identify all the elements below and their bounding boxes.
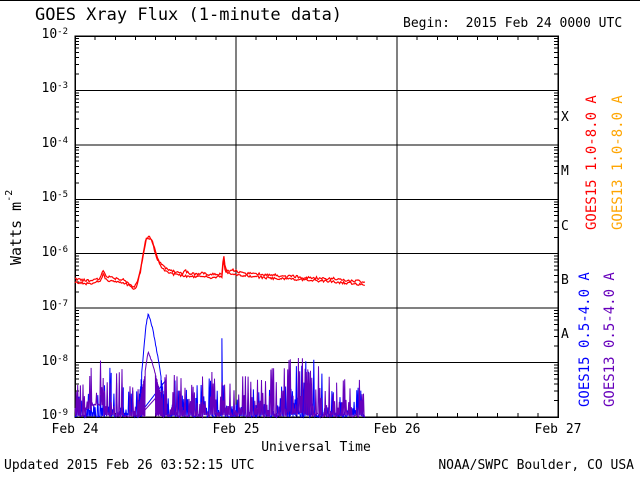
y-tick-label: 10-3 [41,81,69,97]
y-tick-label: 10-2 [41,27,69,42]
legend-item-goes15-0-5-4-0-a: GOES15 0.5-4.0 A [577,272,593,408]
top-border-line [0,0,640,1]
x-axis-title: Universal Time [261,440,371,455]
source-credit: NOAA/SWPC Boulder, CO USA [438,458,634,473]
legend-item-goes13-1-0-8-0-a: GOES13 1.0-8.0 A [610,95,626,231]
plot-frame [74,35,559,418]
chart-title: GOES Xray Flux (1-minute data) [35,5,343,25]
flare-class-letter-b: B [561,272,569,288]
x-tick-label: Feb 26 [373,422,421,437]
x-tick-label: Feb 27 [534,422,582,437]
legend-item-goes15-1-0-8-0-a: GOES15 1.0-8.0 A [584,95,600,231]
x-tick-label: Feb 25 [212,422,260,437]
flare-class-letter-m: M [561,164,569,180]
y-tick-label: 10-5 [41,190,69,206]
begin-timestamp: Begin: 2015 Feb 24 0000 UTC [403,16,623,31]
y-tick-label: 10-8 [41,353,69,369]
legend-item-goes13-0-5-4-0-a: GOES13 0.5-4.0 A [602,272,618,408]
y-tick-label: 10-7 [41,299,69,315]
y-axis-title: Watts m-2 [4,189,25,266]
series-path-goes13-0-5-4-0-a [74,357,366,419]
updated-timestamp: Updated 2015 Feb 26 03:52:15 UTC [4,458,255,473]
flare-class-letter-a: A [561,327,569,343]
series-path-goes15-1-0-8-0-a [74,235,366,288]
series-path-goes13-1-0-8-0-a [74,237,365,290]
feature-path-goes13-0-5-4-0-a [138,350,163,418]
y-tick-label: 10-9 [41,408,69,423]
x-tick-label: Feb 24 [51,422,99,437]
flare-class-letter-x: X [561,109,569,125]
y-tick-label: 10-4 [41,135,69,151]
y-tick-label: 10-6 [41,244,69,260]
flare-class-letter-c: C [561,218,569,234]
